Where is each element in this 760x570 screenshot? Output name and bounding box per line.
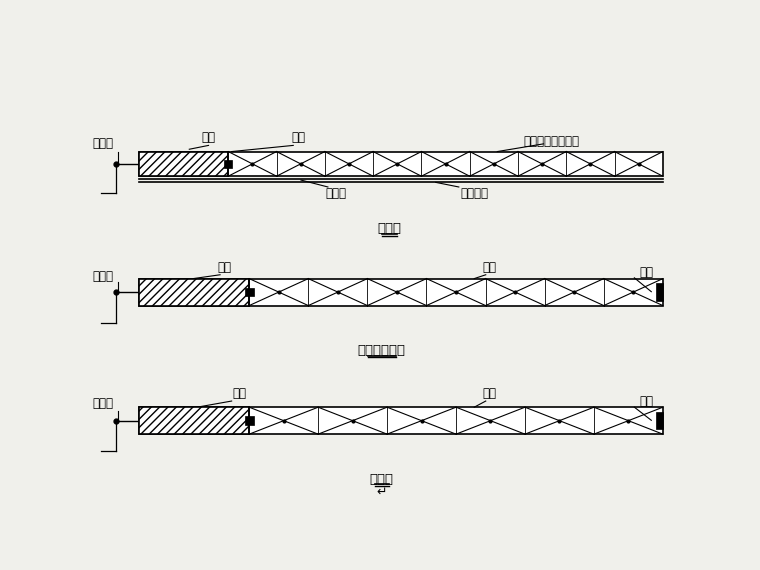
Text: 导爆管: 导爆管: [93, 270, 113, 283]
Text: ↵: ↵: [376, 486, 387, 498]
Text: 雷管: 雷管: [640, 266, 654, 279]
Text: 小直径卷间隔装药: 小直径卷间隔装药: [523, 135, 579, 148]
Bar: [245, 416, 254, 425]
Text: 炮泥: 炮泥: [201, 131, 216, 144]
Text: 竹片支架: 竹片支架: [461, 186, 488, 200]
Bar: [656, 412, 663, 429]
Text: 崩塌眼: 崩塌眼: [370, 473, 394, 486]
Bar: [139, 407, 663, 434]
Text: 掏槽眼、底眼: 掏槽眼、底眼: [358, 344, 406, 357]
Text: 导爆管: 导爆管: [93, 137, 113, 150]
Text: 炮泥: 炮泥: [217, 260, 231, 274]
Text: 药卷: 药卷: [483, 387, 496, 400]
Bar: [224, 160, 233, 168]
Text: 炮泥: 炮泥: [233, 387, 246, 400]
Bar: [139, 152, 228, 176]
Text: 药卷: 药卷: [483, 260, 496, 274]
Bar: [139, 152, 663, 176]
Bar: [139, 407, 249, 434]
Text: 导爆管: 导爆管: [93, 397, 113, 410]
Bar: [139, 279, 249, 306]
Text: 周边眼: 周边眼: [378, 222, 401, 235]
Bar: [245, 288, 254, 296]
Bar: [139, 279, 663, 306]
Text: 雷管: 雷管: [292, 131, 306, 144]
Bar: [656, 283, 663, 301]
Text: 传爆线: 传爆线: [325, 186, 346, 200]
Text: 雷管: 雷管: [640, 394, 654, 408]
